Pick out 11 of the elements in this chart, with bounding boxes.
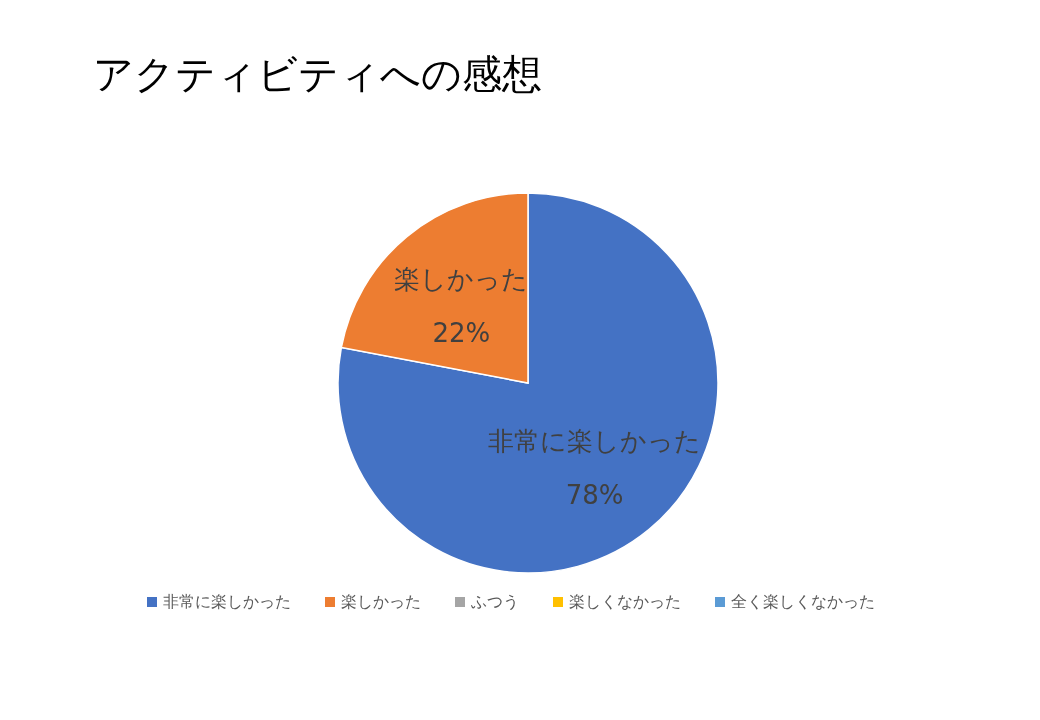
legend-label: ふつう — [470, 592, 519, 611]
legend-label: 全く楽しくなかった — [731, 592, 875, 611]
legend-label: 非常に楽しかった — [163, 592, 291, 611]
slice-label: 楽しかった — [394, 264, 529, 295]
pie-slice — [337, 192, 719, 574]
slice-label: 非常に楽しかった — [488, 425, 702, 456]
data-label: 22% — [432, 318, 491, 349]
legend-label: 楽しかった — [341, 592, 421, 611]
data-label: 78% — [565, 479, 624, 510]
chart-title: アクティビティへの感想 — [93, 51, 542, 97]
legend-label: 楽しくなかった — [569, 592, 681, 611]
